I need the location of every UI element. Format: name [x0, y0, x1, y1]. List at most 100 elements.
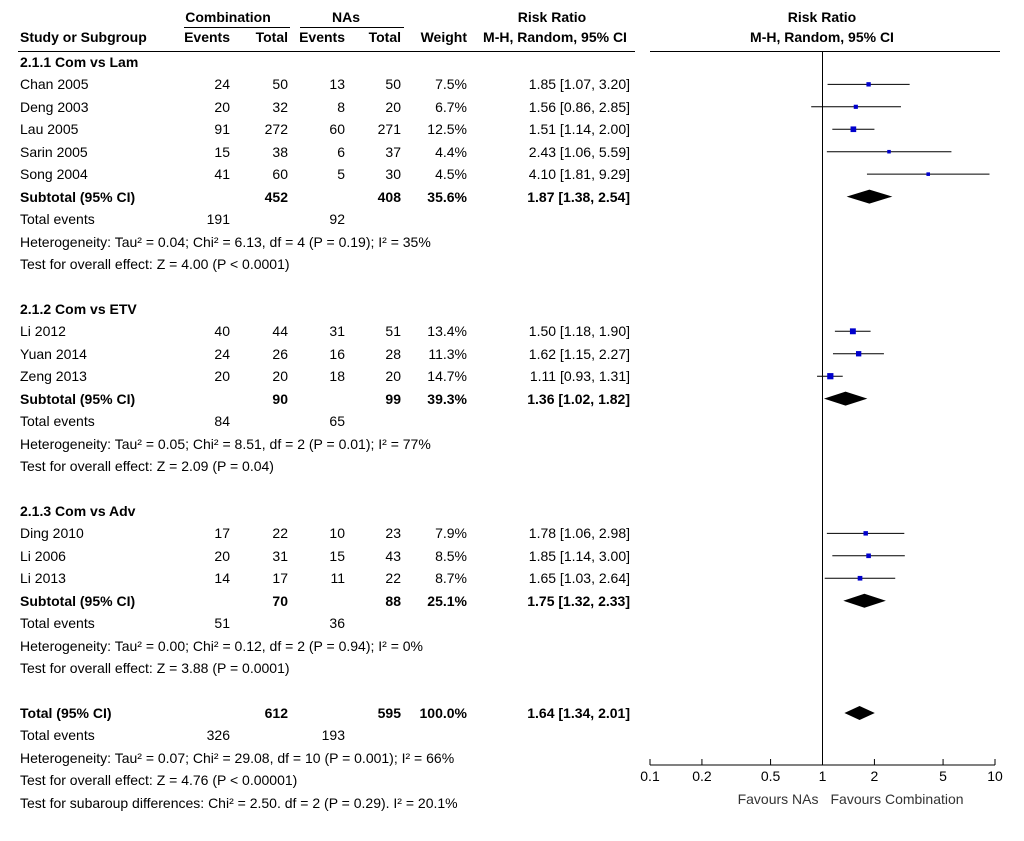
heterogeneity-text: Heterogeneity: Tau² = 0.05; Chi² = 8.51,… — [20, 435, 431, 452]
study-weight: 7.5% — [435, 76, 467, 93]
study-weight: 4.4% — [435, 143, 467, 160]
study-events-nas: 13 — [329, 76, 345, 93]
study-total-nas: 28 — [385, 345, 401, 362]
total-label: Total (95% CI) — [20, 704, 112, 721]
total-risk-ratio: 1.64 [1.34, 2.01] — [527, 704, 630, 721]
study-name: Chan 2005 — [20, 76, 89, 93]
heterogeneity-text: Heterogeneity: Tau² = 0.04; Chi² = 6.13,… — [20, 233, 431, 250]
study-total-combination: 22 — [272, 525, 288, 542]
study-point-marker — [926, 172, 930, 176]
study-total-combination: 44 — [272, 323, 288, 340]
summary-diamond — [823, 391, 868, 406]
study-total-combination: 50 — [272, 76, 288, 93]
total-total-nas: 595 — [377, 704, 401, 721]
header-events-1: Events — [184, 29, 230, 46]
total-events-combination: 51 — [214, 615, 230, 632]
study-risk-ratio: 1.50 [1.18, 1.90] — [528, 323, 630, 340]
study-total-nas: 30 — [385, 166, 401, 183]
study-total-combination: 20 — [272, 368, 288, 385]
study-weight: 7.9% — [435, 525, 467, 542]
total-events-combination: 191 — [206, 211, 230, 228]
study-name: Sarin 2005 — [20, 143, 88, 160]
subgroup-title: 2.1.1 Com vs Lam — [20, 53, 139, 70]
study-total-combination: 17 — [272, 570, 288, 587]
study-total-combination: 32 — [272, 98, 288, 115]
header-rule — [300, 27, 404, 29]
total-events-combination: 326 — [206, 727, 230, 744]
study-risk-ratio: 1.85 [1.14, 3.00] — [528, 547, 630, 564]
header-method-right: M-H, Random, 95% CI — [750, 29, 894, 46]
x-axis-tick-label: 0.2 — [692, 768, 712, 784]
study-point-marker — [855, 351, 862, 357]
study-total-combination: 38 — [272, 143, 288, 160]
study-total-nas: 20 — [385, 98, 401, 115]
study-risk-ratio: 4.10 [1.81, 9.29] — [528, 166, 630, 183]
study-name: Li 2012 — [20, 323, 66, 340]
overall-effect-text: Test for overall effect: Z = 4.00 (P < 0… — [20, 255, 290, 272]
study-risk-ratio: 2.43 [1.06, 5.59] — [528, 143, 630, 160]
study-events-nas: 16 — [329, 345, 345, 362]
total-events-label: Total events — [20, 211, 95, 228]
header-total-2: Total — [368, 29, 401, 46]
summary-diamond — [843, 593, 886, 608]
favours-combination-label: Favours Combination — [831, 791, 964, 807]
study-risk-ratio: 1.11 [0.93, 1.31] — [529, 368, 630, 385]
study-events-nas: 31 — [329, 323, 345, 340]
study-total-nas: 37 — [385, 143, 401, 160]
total-events-label: Total events — [20, 413, 95, 430]
x-axis-tick-label: 1 — [819, 768, 827, 784]
summary-diamond — [846, 189, 893, 204]
study-weight: 12.5% — [427, 121, 467, 138]
header-risk-ratio-left: Risk Ratio — [517, 9, 587, 25]
study-point-marker — [863, 531, 868, 536]
study-name: Song 2004 — [20, 166, 88, 183]
subtotal-total-nas: 99 — [385, 390, 401, 407]
subgroup-title: 2.1.2 Com vs ETV — [20, 300, 137, 317]
study-point-marker — [853, 104, 858, 109]
header-rule — [18, 50, 635, 52]
study-risk-ratio: 1.85 [1.07, 3.20] — [528, 76, 630, 93]
study-events-nas: 5 — [337, 166, 345, 183]
study-events-combination: 20 — [214, 368, 230, 385]
total-events-nas: 92 — [329, 211, 345, 228]
study-total-combination: 31 — [272, 547, 288, 564]
study-name: Zeng 2013 — [20, 368, 87, 385]
study-events-combination: 14 — [214, 570, 230, 587]
study-risk-ratio: 1.78 [1.06, 2.98] — [528, 525, 630, 542]
header-events-2: Events — [299, 29, 345, 46]
total-total-combination: 612 — [264, 704, 288, 721]
x-axis-tick-label: 10 — [987, 768, 1003, 784]
study-weight: 8.5% — [435, 547, 467, 564]
total-events-combination: 84 — [214, 413, 230, 430]
study-events-combination: 40 — [214, 323, 230, 340]
subtotal-label: Subtotal (95% CI) — [20, 188, 136, 205]
study-name: Deng 2003 — [20, 98, 89, 115]
subtotal-weight: 39.3% — [427, 390, 467, 407]
study-events-nas: 60 — [329, 121, 345, 138]
study-name: Li 2006 — [20, 547, 66, 564]
header-rule — [650, 50, 1000, 52]
study-events-combination: 24 — [214, 345, 230, 362]
study-total-combination: 60 — [272, 166, 288, 183]
header-combination: Combination — [185, 9, 271, 25]
study-risk-ratio: 1.62 [1.15, 2.27] — [528, 345, 630, 362]
header-study: Study or Subgroup — [20, 29, 147, 46]
study-total-nas: 23 — [385, 525, 401, 542]
study-name: Yuan 2014 — [20, 345, 87, 362]
study-weight: 8.7% — [435, 570, 467, 587]
study-total-nas: 43 — [385, 547, 401, 564]
study-weight: 13.4% — [427, 323, 467, 340]
study-events-combination: 20 — [214, 98, 230, 115]
study-events-nas: 6 — [337, 143, 345, 160]
study-events-combination: 41 — [214, 166, 230, 183]
study-point-marker — [887, 149, 891, 154]
study-name: Li 2013 — [20, 570, 66, 587]
summary-diamond — [844, 705, 875, 720]
x-axis-tick-label: 5 — [939, 768, 947, 784]
study-risk-ratio: 1.65 [1.03, 2.64] — [528, 570, 630, 587]
header-risk-ratio-right: Risk Ratio — [787, 9, 857, 25]
overall-effect-text: Test for overall effect: Z = 2.09 (P = 0… — [20, 458, 274, 474]
header-method-left: M-H, Random, 95% CI — [483, 29, 627, 46]
